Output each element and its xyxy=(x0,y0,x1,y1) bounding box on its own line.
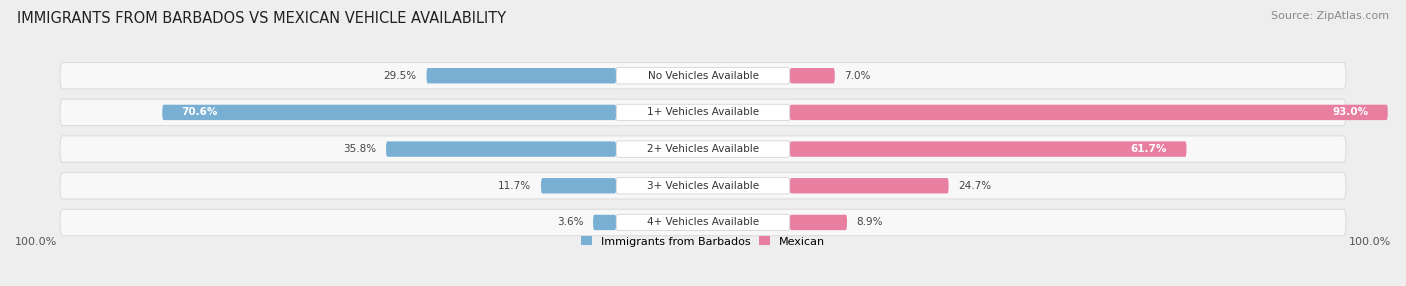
FancyBboxPatch shape xyxy=(616,214,790,231)
FancyBboxPatch shape xyxy=(60,172,1346,199)
FancyBboxPatch shape xyxy=(790,68,835,84)
FancyBboxPatch shape xyxy=(616,104,790,121)
Text: 3+ Vehicles Available: 3+ Vehicles Available xyxy=(647,181,759,191)
FancyBboxPatch shape xyxy=(790,178,949,193)
Text: Source: ZipAtlas.com: Source: ZipAtlas.com xyxy=(1271,11,1389,21)
Text: 70.6%: 70.6% xyxy=(181,108,218,118)
Text: 100.0%: 100.0% xyxy=(1348,237,1391,247)
Text: 4+ Vehicles Available: 4+ Vehicles Available xyxy=(647,217,759,227)
FancyBboxPatch shape xyxy=(616,178,790,194)
FancyBboxPatch shape xyxy=(60,136,1346,162)
Text: 3.6%: 3.6% xyxy=(557,217,583,227)
Text: 24.7%: 24.7% xyxy=(959,181,991,191)
FancyBboxPatch shape xyxy=(593,215,616,230)
FancyBboxPatch shape xyxy=(60,99,1346,126)
Text: 100.0%: 100.0% xyxy=(15,237,58,247)
FancyBboxPatch shape xyxy=(162,105,616,120)
Text: 93.0%: 93.0% xyxy=(1333,108,1368,118)
FancyBboxPatch shape xyxy=(790,215,846,230)
Text: 61.7%: 61.7% xyxy=(1130,144,1167,154)
Text: 35.8%: 35.8% xyxy=(343,144,377,154)
FancyBboxPatch shape xyxy=(541,178,616,193)
Text: 8.9%: 8.9% xyxy=(856,217,883,227)
FancyBboxPatch shape xyxy=(790,141,1187,157)
FancyBboxPatch shape xyxy=(60,209,1346,236)
Text: 2+ Vehicles Available: 2+ Vehicles Available xyxy=(647,144,759,154)
FancyBboxPatch shape xyxy=(60,63,1346,89)
FancyBboxPatch shape xyxy=(387,141,616,157)
Text: 1+ Vehicles Available: 1+ Vehicles Available xyxy=(647,108,759,118)
Text: No Vehicles Available: No Vehicles Available xyxy=(648,71,758,81)
Text: 7.0%: 7.0% xyxy=(845,71,870,81)
Text: 29.5%: 29.5% xyxy=(384,71,416,81)
Legend: Immigrants from Barbados, Mexican: Immigrants from Barbados, Mexican xyxy=(581,237,825,247)
Text: IMMIGRANTS FROM BARBADOS VS MEXICAN VEHICLE AVAILABILITY: IMMIGRANTS FROM BARBADOS VS MEXICAN VEHI… xyxy=(17,11,506,26)
FancyBboxPatch shape xyxy=(790,105,1388,120)
FancyBboxPatch shape xyxy=(616,141,790,157)
FancyBboxPatch shape xyxy=(426,68,616,84)
FancyBboxPatch shape xyxy=(616,67,790,84)
Text: 11.7%: 11.7% xyxy=(498,181,531,191)
